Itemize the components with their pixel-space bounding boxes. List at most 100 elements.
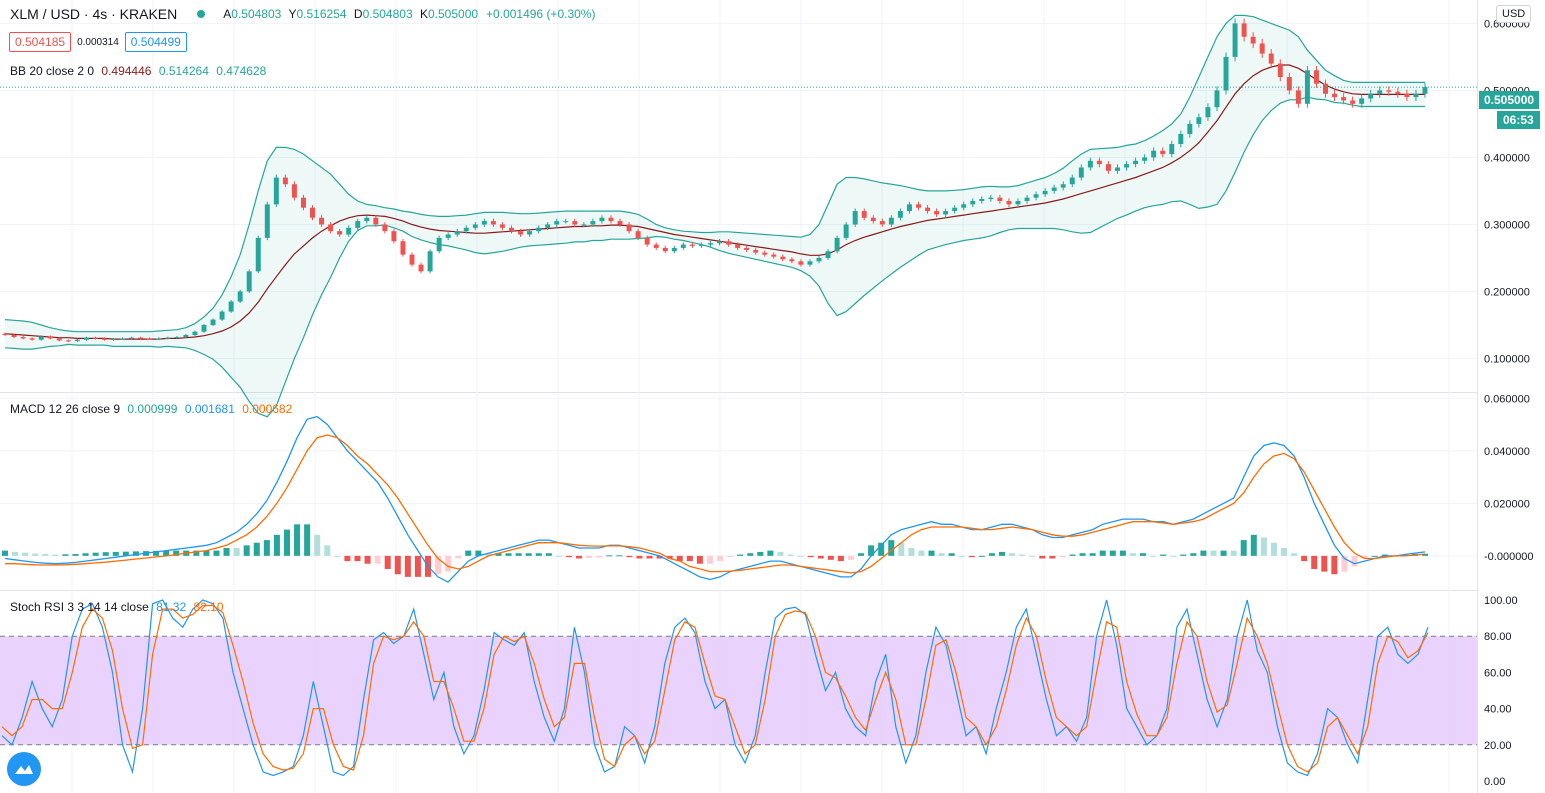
macd-histogram-bar: [888, 540, 895, 556]
candle-body: [147, 338, 153, 340]
candle-body: [1205, 107, 1211, 118]
macd-histogram-bar: [283, 529, 290, 556]
candle-body: [201, 324, 207, 332]
candle-body: [138, 337, 144, 339]
price-tick-label: 0.100000: [1484, 353, 1530, 365]
macd-histogram-bar: [777, 551, 784, 556]
candle-body: [219, 311, 225, 320]
macd-histogram-bar: [1361, 555, 1368, 559]
candle-body: [1286, 77, 1292, 91]
candle-body: [1350, 100, 1356, 104]
currency-button[interactable]: USD: [1496, 5, 1532, 23]
candle-body: [1404, 93, 1410, 98]
macd-histogram-bar: [243, 545, 250, 556]
macd-histogram-bar: [314, 534, 321, 556]
candle-body: [1268, 53, 1274, 64]
candle-body: [897, 211, 903, 218]
candle-body: [74, 339, 80, 342]
candle-body: [680, 244, 686, 248]
macd-legend[interactable]: MACD 12 26 close 9 0.000999 0.001681 0.0…: [10, 402, 296, 416]
candle-body: [1341, 97, 1347, 101]
macd-histogram-bar: [535, 553, 542, 556]
candle-body: [888, 217, 894, 225]
macd-histogram-bar: [1260, 537, 1267, 556]
macd-histogram-bar: [475, 550, 482, 556]
macd-histogram-bar: [1401, 554, 1408, 556]
candle-body: [807, 261, 813, 265]
macd-histogram-bar: [354, 555, 361, 562]
candle-body: [852, 211, 858, 225]
stoch-pane[interactable]: [0, 599, 1477, 777]
candle-body: [1096, 160, 1102, 165]
macd-histogram-bar: [173, 550, 180, 556]
candle-body: [509, 227, 514, 232]
candle-body: [707, 243, 713, 245]
macd-label: MACD 12 26 close 9: [10, 402, 121, 416]
macd-histogram-bar: [1311, 555, 1318, 569]
macd-histogram-bar: [1140, 553, 1147, 556]
candle-body: [816, 257, 822, 262]
buy-button[interactable]: 0.504499: [124, 32, 187, 52]
macd-histogram-bar: [1, 550, 9, 556]
candle-body: [952, 207, 958, 212]
bb-legend[interactable]: BB 20 close 2 0 0.494446 0.514264 0.4746…: [10, 64, 270, 78]
candle-body: [65, 340, 71, 342]
symbol-label[interactable]: XLM / USD · 4s · KRAKEN: [10, 6, 178, 22]
candle-body: [798, 261, 804, 265]
candle-body: [2, 333, 8, 336]
candle-body: [1250, 36, 1256, 44]
stoch-tick-label: 40.00: [1484, 704, 1512, 716]
candle-body: [300, 197, 306, 208]
candle-body: [183, 335, 189, 338]
candle-body: [1422, 87, 1428, 94]
candle-body: [1133, 160, 1139, 165]
macd-histogram-bar: [576, 555, 583, 559]
macd-histogram-bar: [898, 542, 905, 556]
macd-pane[interactable]: [1, 415, 1429, 583]
macd-histogram-bar: [686, 555, 693, 562]
macd-histogram-bar: [485, 553, 492, 556]
sell-button[interactable]: 0.504185: [9, 32, 72, 52]
ohlc-readout: A0.504803 Y0.516254 D0.504803 K0.505000: [223, 7, 482, 21]
macd-histogram-bar: [616, 555, 623, 557]
candle-body: [1187, 123, 1193, 134]
high-value: 0.516254: [296, 7, 347, 21]
open-value: 0.504803: [231, 7, 282, 21]
macd-histogram-bar: [747, 553, 754, 556]
macd-histogram-bar: [112, 551, 119, 556]
candle-body: [518, 231, 524, 235]
tradingview-logo-icon[interactable]: [7, 752, 41, 786]
macd-histogram-bar: [253, 542, 260, 556]
candle-body: [210, 319, 216, 325]
macd-histogram-bar: [1301, 555, 1308, 562]
candle-body: [979, 198, 985, 201]
macd-histogram-bar: [32, 553, 39, 556]
candle-body: [671, 247, 677, 252]
candle-body: [373, 217, 379, 225]
stoch-d-line: [1, 604, 1429, 773]
macd-histogram-bar: [12, 551, 19, 556]
candle-body: [599, 217, 605, 222]
macd-tick-label: 0.040000: [1484, 446, 1530, 458]
macd-histogram-bar: [273, 534, 280, 556]
macd-histogram-bar: [827, 555, 834, 560]
price-axis[interactable]: 0.6000000.5000000.4000000.3000000.200000…: [1477, 0, 1534, 793]
candle-body: [1377, 90, 1383, 94]
macd-histogram-bar: [636, 555, 643, 559]
macd-histogram-bar: [938, 553, 945, 556]
candle-body: [735, 244, 741, 248]
candle-body: [789, 259, 795, 262]
candle-body: [753, 249, 759, 253]
macd-histogram-bar: [374, 555, 381, 564]
candle-body: [653, 244, 659, 248]
candle-body: [1060, 184, 1066, 188]
macd-histogram-bar: [42, 554, 49, 556]
candle-body: [870, 217, 876, 222]
price-pane[interactable]: [0, 14, 1477, 418]
macd-histogram-bar: [717, 555, 724, 562]
stoch-legend[interactable]: Stoch RSI 3 3 14 14 close 81.32 82.10: [10, 600, 228, 614]
macd-histogram-bar: [52, 554, 59, 556]
candle-body: [310, 207, 315, 218]
price-tick-label: 0.300000: [1484, 219, 1530, 231]
candle-body: [337, 231, 343, 235]
